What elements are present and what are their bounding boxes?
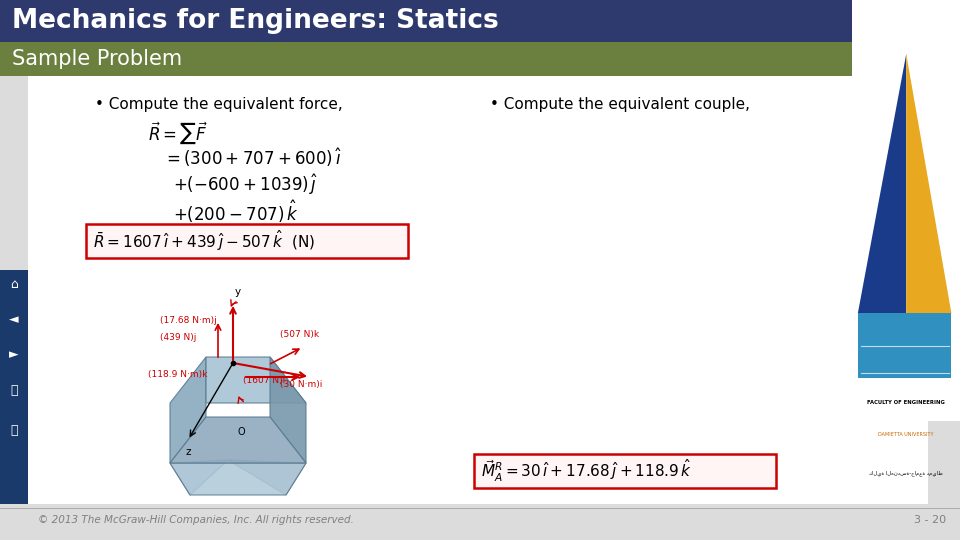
Polygon shape bbox=[170, 417, 306, 463]
Text: $\vec{R} = \sum\vec{F}$: $\vec{R} = \sum\vec{F}$ bbox=[148, 120, 207, 146]
Text: ⏩: ⏩ bbox=[11, 383, 17, 396]
Text: FACULTY OF ENGINEERING: FACULTY OF ENGINEERING bbox=[867, 400, 946, 404]
Polygon shape bbox=[858, 54, 906, 313]
Text: ►: ► bbox=[10, 348, 19, 361]
FancyBboxPatch shape bbox=[86, 224, 408, 258]
Polygon shape bbox=[170, 463, 306, 495]
Text: ◄: ◄ bbox=[10, 314, 19, 327]
Polygon shape bbox=[270, 357, 306, 463]
Polygon shape bbox=[906, 54, 951, 313]
Polygon shape bbox=[170, 460, 228, 495]
Text: ⏪: ⏪ bbox=[11, 423, 17, 436]
Text: (30 N·m)i: (30 N·m)i bbox=[280, 380, 323, 389]
Text: ⌂: ⌂ bbox=[10, 279, 18, 292]
Text: Mechanics for Engineers: Statics: Mechanics for Engineers: Statics bbox=[12, 8, 499, 34]
Text: z: z bbox=[186, 447, 191, 457]
Text: (507 N)k: (507 N)k bbox=[280, 330, 319, 339]
Text: كلية الهندسة-جامعة دمياط: كلية الهندسة-جامعة دمياط bbox=[870, 470, 943, 476]
FancyBboxPatch shape bbox=[28, 76, 928, 504]
Text: $+ (-600 + 1039)\,\hat{\jmath}$: $+ (-600 + 1039)\,\hat{\jmath}$ bbox=[173, 172, 319, 197]
Text: $+ (200 - 707)\,\hat{k}$: $+ (200 - 707)\,\hat{k}$ bbox=[173, 198, 299, 225]
Polygon shape bbox=[170, 357, 206, 463]
Text: $= (300 + 707 + 600)\,\hat{\imath}$: $= (300 + 707 + 600)\,\hat{\imath}$ bbox=[163, 146, 343, 168]
FancyBboxPatch shape bbox=[0, 76, 960, 540]
FancyBboxPatch shape bbox=[852, 0, 960, 421]
Text: (17.68 N·m)j: (17.68 N·m)j bbox=[160, 316, 217, 325]
Text: • Compute the equivalent couple,: • Compute the equivalent couple, bbox=[490, 97, 750, 112]
Text: Sample Problem: Sample Problem bbox=[12, 49, 182, 69]
Text: © 2013 The McGraw-Hill Companies, Inc. All rights reserved.: © 2013 The McGraw-Hill Companies, Inc. A… bbox=[38, 515, 354, 525]
Text: O: O bbox=[238, 427, 246, 437]
Text: • Compute the equivalent force,: • Compute the equivalent force, bbox=[95, 97, 343, 112]
Text: (1607 N)i: (1607 N)i bbox=[243, 376, 285, 385]
Polygon shape bbox=[858, 313, 951, 378]
Polygon shape bbox=[228, 460, 306, 495]
FancyBboxPatch shape bbox=[0, 0, 960, 42]
Text: DAMIETTA UNIVERSITY: DAMIETTA UNIVERSITY bbox=[878, 432, 934, 437]
Text: (118.9 N·m)k: (118.9 N·m)k bbox=[148, 370, 207, 379]
Text: 3 - 20: 3 - 20 bbox=[914, 515, 946, 525]
Text: (439 N)j: (439 N)j bbox=[160, 333, 197, 342]
Text: $\vec{M}_A^R = 30\,\hat{\imath} + 17.68\,\hat{\jmath} + 118.9\,\hat{k}$: $\vec{M}_A^R = 30\,\hat{\imath} + 17.68\… bbox=[481, 458, 692, 484]
Polygon shape bbox=[206, 357, 306, 403]
Text: y: y bbox=[235, 287, 241, 297]
FancyBboxPatch shape bbox=[0, 42, 858, 76]
FancyBboxPatch shape bbox=[474, 454, 776, 488]
FancyBboxPatch shape bbox=[0, 270, 28, 504]
Text: $\bar{R} = 1607\,\hat{\imath} + 439\,\hat{\jmath} - 507\,\hat{k}\ \ \mathrm{(N)}: $\bar{R} = 1607\,\hat{\imath} + 439\,\ha… bbox=[93, 228, 315, 253]
